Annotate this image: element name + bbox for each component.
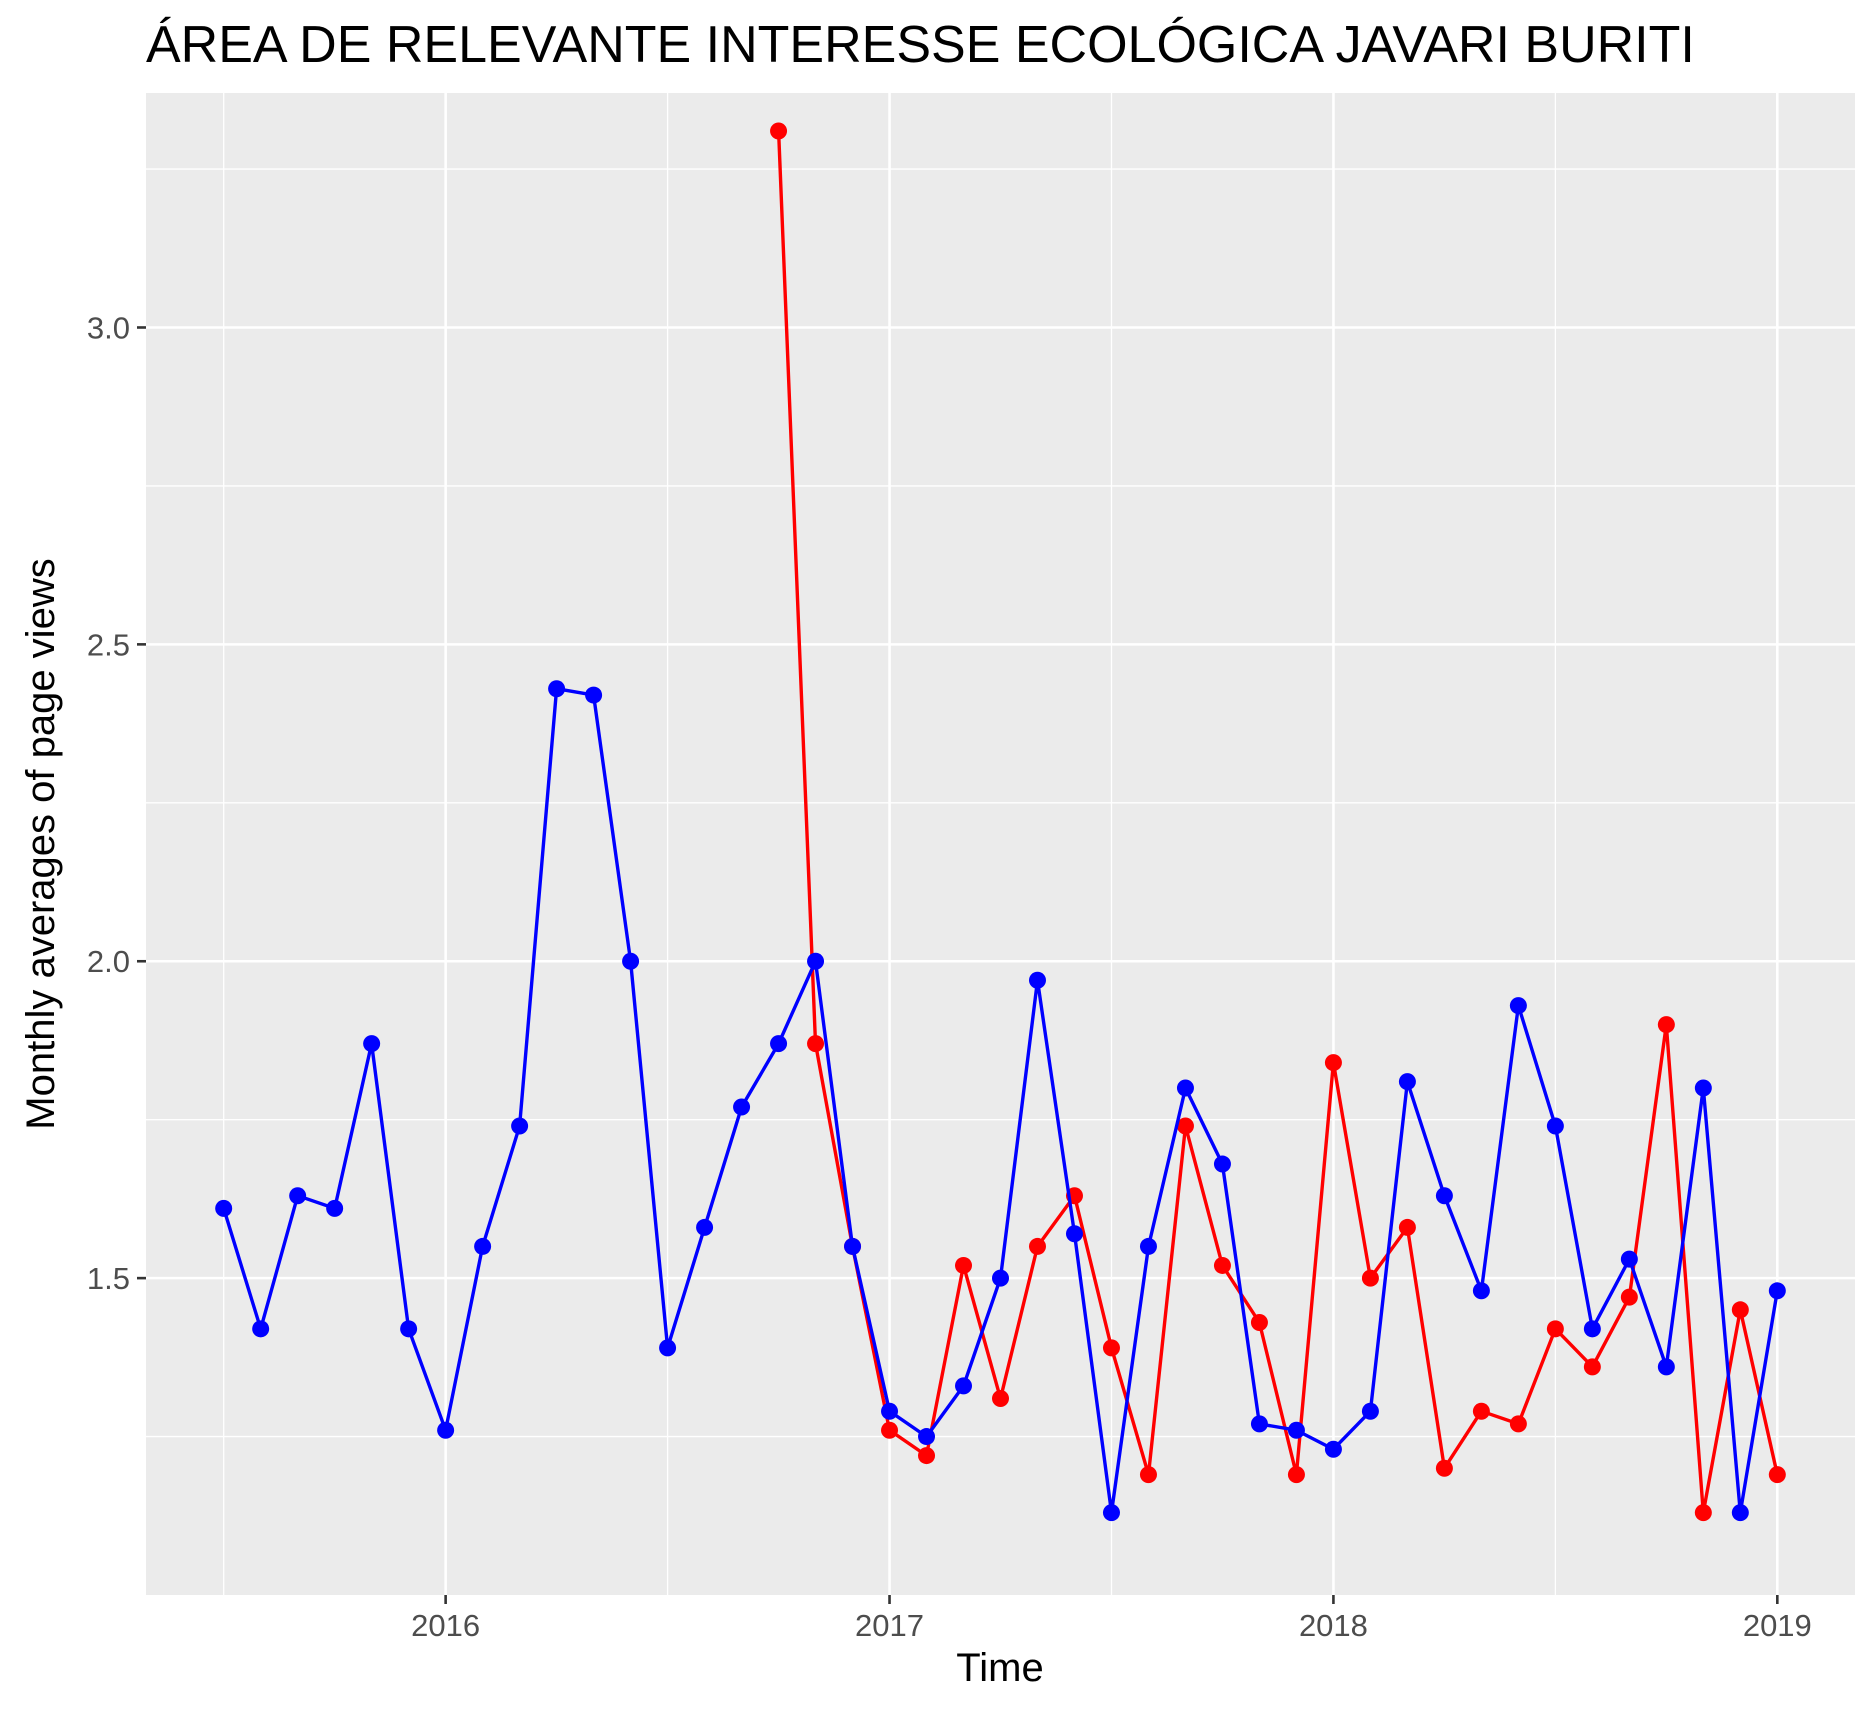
series-1-point-17 <box>1398 1218 1416 1236</box>
series-1-line <box>776 130 1779 1515</box>
series-0-point-0 <box>215 1199 233 1217</box>
y-axis-title: Monthly averages of page views <box>19 558 63 1129</box>
series-0-point-36 <box>1546 1117 1564 1135</box>
series-0-point-29 <box>1287 1421 1305 1439</box>
series-0-point-22 <box>1028 971 1046 989</box>
chart-title: ÁREA DE RELEVANTE INTERESSE ECOLÓGICA JA… <box>146 16 1695 74</box>
series-0-point-38 <box>1620 1250 1638 1268</box>
y-tick-label-1: 2.0 <box>87 944 130 979</box>
series-1-point-9 <box>1102 1339 1120 1357</box>
series-0-point-6 <box>437 1421 455 1439</box>
series-0-point-23 <box>1065 1225 1083 1243</box>
x-tick-label-3: 2019 <box>1743 1608 1812 1643</box>
series-0-point-5 <box>400 1320 418 1338</box>
series-0-point-11 <box>622 952 640 970</box>
series-1-point-20 <box>1509 1415 1527 1433</box>
series-0-point-14 <box>733 1098 751 1116</box>
series-0-point-12 <box>659 1339 677 1357</box>
series-1-point-22 <box>1583 1358 1601 1376</box>
series-1-point-27 <box>1768 1466 1786 1484</box>
series-0-point-30 <box>1324 1440 1342 1458</box>
series-1-point-0 <box>770 122 788 140</box>
series-0-point-10 <box>585 686 603 704</box>
series-1-point-21 <box>1546 1320 1564 1338</box>
series-1-point-10 <box>1139 1466 1157 1484</box>
series-1-point-3 <box>881 1421 899 1439</box>
series-0-point-41 <box>1731 1504 1749 1522</box>
series-layer <box>215 122 1786 1522</box>
series-1-point-4 <box>918 1447 936 1465</box>
series-0-point-28 <box>1250 1415 1268 1433</box>
series-0 <box>215 680 1786 1522</box>
series-0-point-21 <box>992 1269 1009 1287</box>
series-0-point-31 <box>1361 1402 1379 1420</box>
series-0-point-2 <box>289 1187 307 1205</box>
series-0-point-13 <box>696 1218 714 1236</box>
y-tick-label-3: 3.0 <box>87 310 130 345</box>
series-1-point-16 <box>1361 1269 1379 1287</box>
series-0-point-34 <box>1472 1282 1490 1300</box>
series-0-point-1 <box>252 1320 270 1338</box>
series-1-point-7 <box>1028 1237 1046 1255</box>
series-1-point-12 <box>1213 1256 1231 1274</box>
series-0-point-18 <box>881 1402 899 1420</box>
series-1-point-1 <box>807 1035 825 1053</box>
series-0-point-35 <box>1509 997 1527 1015</box>
series-0-point-26 <box>1176 1079 1194 1097</box>
series-1-point-23 <box>1620 1288 1638 1306</box>
series-1-point-19 <box>1472 1402 1490 1420</box>
series-0-point-9 <box>548 680 566 698</box>
series-1-point-15 <box>1324 1054 1342 1072</box>
series-1-point-18 <box>1435 1459 1453 1477</box>
series-0-point-39 <box>1657 1358 1675 1376</box>
series-0-point-42 <box>1768 1282 1786 1300</box>
series-0-point-7 <box>474 1237 492 1255</box>
x-tick-label-0: 2016 <box>411 1608 480 1643</box>
series-1-point-25 <box>1694 1504 1712 1522</box>
x-tick-label-1: 2017 <box>855 1608 924 1643</box>
series-1-point-5 <box>955 1256 973 1274</box>
series-0-point-16 <box>807 952 825 970</box>
series-0-point-8 <box>511 1117 529 1135</box>
series-1-point-14 <box>1287 1466 1305 1484</box>
series-0-point-3 <box>326 1199 344 1217</box>
x-tick-label-2: 2018 <box>1299 1608 1368 1643</box>
y-tick-label-2: 2.5 <box>87 627 130 662</box>
series-1-point-13 <box>1250 1313 1268 1331</box>
series-1-point-11 <box>1176 1117 1194 1135</box>
series-0-point-4 <box>363 1035 381 1053</box>
series-0-point-25 <box>1139 1237 1157 1255</box>
series-1-point-24 <box>1657 1016 1675 1034</box>
x-axis-title: Time <box>956 1646 1043 1690</box>
series-0-point-15 <box>770 1035 788 1053</box>
y-axis: 1.5 2.0 2.5 3.0 <box>87 310 146 1296</box>
x-axis: 2016 2017 2018 2019 <box>411 1595 1812 1643</box>
y-tick-label-0: 1.5 <box>87 1261 130 1296</box>
series-0-point-19 <box>918 1428 936 1446</box>
series-0-point-32 <box>1398 1073 1416 1091</box>
series-0-point-40 <box>1694 1079 1712 1097</box>
series-0-point-24 <box>1102 1504 1120 1522</box>
series-1-point-26 <box>1731 1301 1749 1319</box>
series-0-point-20 <box>955 1377 973 1395</box>
series-1-point-6 <box>992 1390 1009 1408</box>
series-0-point-37 <box>1583 1320 1601 1338</box>
series-0-point-27 <box>1213 1155 1231 1173</box>
series-0-point-17 <box>844 1237 862 1255</box>
series-0-point-33 <box>1435 1187 1453 1205</box>
